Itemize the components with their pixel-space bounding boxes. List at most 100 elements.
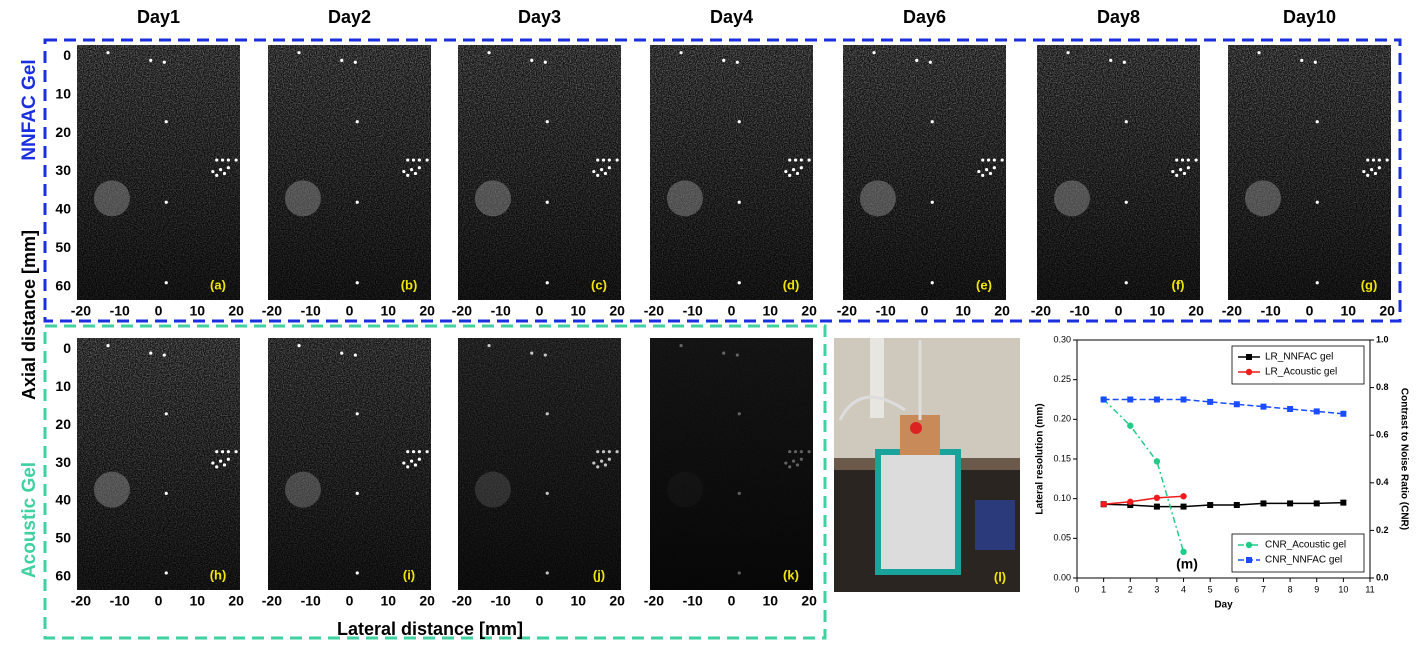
ultrasound-image: [77, 45, 246, 300]
inclusion: [666, 180, 703, 217]
target: [417, 457, 421, 461]
x-tick-label: 20: [419, 303, 435, 319]
target: [1377, 166, 1381, 170]
target: [981, 173, 985, 177]
target: [218, 168, 223, 172]
target: [1202, 158, 1206, 162]
panel-label: (e): [976, 277, 992, 292]
target: [433, 158, 437, 162]
target: [977, 169, 981, 174]
marker: [1340, 410, 1347, 417]
depth-fade: [268, 338, 431, 590]
panel-label: (d): [783, 277, 800, 292]
inclusion: [93, 180, 130, 217]
target: [930, 281, 934, 285]
target: [788, 173, 792, 177]
x-tick-label: -10: [491, 303, 511, 319]
target: [737, 120, 741, 124]
ultrasound-image: [650, 338, 819, 590]
x-tick-label: -20: [1031, 303, 1051, 319]
panel-label: (a): [210, 277, 226, 292]
x-tick-label: -20: [1222, 303, 1242, 319]
target: [355, 491, 359, 495]
target: [1385, 158, 1389, 162]
panel-label: (k): [783, 567, 799, 582]
depth-fade: [650, 45, 813, 300]
target: [215, 173, 219, 177]
x-tick-label: 10: [571, 303, 587, 319]
target: [413, 463, 418, 467]
x-tick-label: 0: [346, 303, 354, 319]
x-tick-label: -10: [110, 593, 130, 609]
target: [1000, 158, 1004, 162]
marker: [1180, 493, 1187, 500]
y2-tick-label: 1.0: [1376, 334, 1389, 344]
target: [679, 51, 683, 55]
marker: [1100, 396, 1107, 403]
y-tick-label: 30: [55, 162, 71, 178]
marker: [1260, 500, 1267, 507]
target: [1377, 158, 1381, 162]
legend-marker: [1245, 368, 1253, 376]
y-tick-label: 0: [63, 47, 71, 63]
marker: [1340, 499, 1347, 506]
depth-fade: [77, 338, 240, 590]
day-title: Day6: [903, 7, 946, 27]
target: [164, 120, 168, 124]
legend-label: CNR_Acoustic gel: [1265, 540, 1346, 551]
target: [1124, 281, 1128, 285]
marker: [1180, 396, 1187, 403]
x-tick-label: -10: [491, 593, 511, 609]
y-tick-label: 0.25: [1053, 374, 1071, 384]
x-tick-label: 0: [346, 593, 354, 609]
y-tick-label: 30: [55, 454, 71, 470]
x-tick-label: 4: [1181, 584, 1186, 594]
target: [799, 158, 803, 162]
target: [425, 450, 429, 454]
x-tick-label: 5: [1208, 584, 1213, 594]
target: [795, 463, 800, 467]
y-tick-label: 50: [55, 239, 71, 255]
target: [545, 281, 549, 285]
target: [215, 158, 219, 162]
target: [409, 459, 414, 463]
target: [340, 58, 344, 62]
target: [409, 168, 414, 172]
target: [226, 166, 230, 170]
x-tick-label: 0: [1306, 303, 1314, 319]
day-title: Day2: [328, 7, 371, 27]
target: [679, 343, 683, 348]
legend-marker: [1246, 557, 1252, 563]
target: [164, 281, 168, 285]
target: [599, 168, 604, 172]
marker: [1233, 401, 1240, 408]
target: [1313, 60, 1317, 64]
ultrasound-image: [268, 338, 437, 590]
x-tick-label: 9: [1314, 584, 1319, 594]
target: [234, 450, 238, 454]
target: [735, 60, 739, 64]
x-tick-label: 7: [1261, 584, 1266, 594]
target: [981, 158, 985, 162]
chart-panel-label: (m): [1176, 556, 1198, 572]
x-tick-label: -20: [837, 303, 857, 319]
target: [799, 166, 803, 170]
target: [928, 60, 932, 64]
y-tick-label: 0.05: [1053, 533, 1071, 543]
x-tick-label: 8: [1288, 584, 1293, 594]
target: [406, 173, 410, 177]
x-tick-label: 20: [994, 303, 1010, 319]
target: [162, 353, 166, 357]
x-tick-label: 10: [1150, 303, 1166, 319]
target: [411, 450, 416, 454]
target: [1124, 120, 1128, 124]
target: [623, 450, 627, 454]
ultrasound-image: [77, 338, 246, 590]
panel-label: (j): [593, 567, 605, 582]
y-axis-label: Lateral resolution (mm): [1035, 403, 1046, 514]
x-tick-label: 20: [1379, 303, 1395, 319]
target: [596, 465, 600, 469]
target: [545, 491, 549, 495]
target: [164, 200, 168, 204]
target: [543, 60, 547, 64]
